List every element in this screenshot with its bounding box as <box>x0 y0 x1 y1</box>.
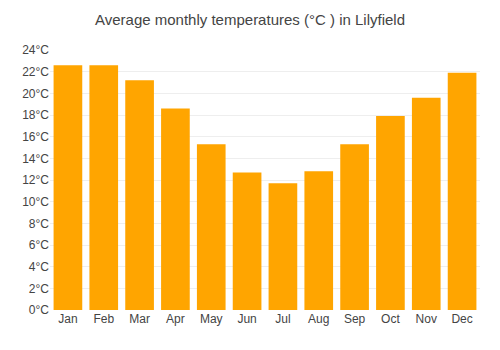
svg-text:2°C: 2°C <box>29 282 49 296</box>
svg-text:Feb: Feb <box>93 312 114 326</box>
svg-text:Aug: Aug <box>308 312 329 326</box>
svg-text:0°C: 0°C <box>29 303 49 317</box>
svg-text:14°C: 14°C <box>22 152 49 166</box>
svg-text:Average monthly temperatures (: Average monthly temperatures (°C ) in Li… <box>95 11 405 28</box>
svg-text:Mar: Mar <box>129 312 150 326</box>
svg-text:6°C: 6°C <box>29 238 49 252</box>
svg-text:Nov: Nov <box>416 312 437 326</box>
svg-text:16°C: 16°C <box>22 130 49 144</box>
svg-text:Dec: Dec <box>451 312 472 326</box>
svg-text:20°C: 20°C <box>22 87 49 101</box>
svg-text:Jul: Jul <box>275 312 290 326</box>
svg-text:8°C: 8°C <box>29 217 49 231</box>
svg-text:4°C: 4°C <box>29 260 49 274</box>
svg-text:Oct: Oct <box>381 312 400 326</box>
svg-text:12°C: 12°C <box>22 173 49 187</box>
svg-text:24°C: 24°C <box>22 43 49 57</box>
svg-text:10°C: 10°C <box>22 195 49 209</box>
svg-text:Apr: Apr <box>166 312 185 326</box>
svg-text:Jan: Jan <box>58 312 77 326</box>
svg-text:Jun: Jun <box>237 312 256 326</box>
svg-text:22°C: 22°C <box>22 65 49 79</box>
svg-text:Sep: Sep <box>344 312 366 326</box>
svg-text:18°C: 18°C <box>22 108 49 122</box>
svg-text:May: May <box>200 312 223 326</box>
